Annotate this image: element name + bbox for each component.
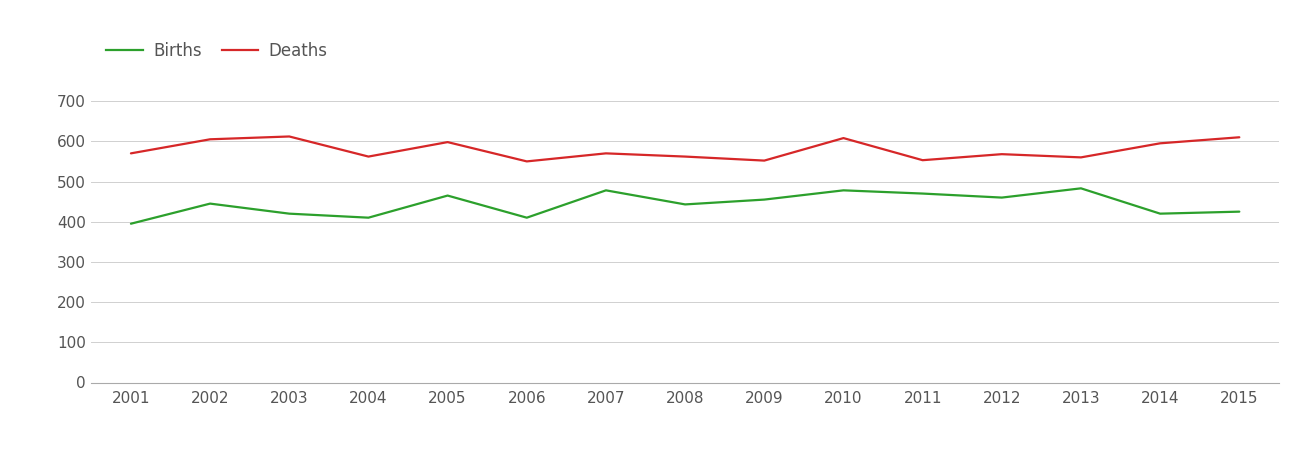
Deaths	[440, 140, 455, 145]
Births	[598, 188, 613, 193]
Births	[360, 215, 376, 220]
Births	[1152, 211, 1168, 216]
Deaths	[1073, 155, 1088, 160]
Deaths	[994, 152, 1010, 157]
Deaths	[360, 154, 376, 159]
Deaths	[123, 151, 138, 156]
Births	[677, 202, 693, 207]
Deaths	[282, 134, 298, 139]
Births	[440, 193, 455, 198]
Deaths	[1232, 135, 1248, 140]
Deaths	[677, 154, 693, 159]
Line: Deaths: Deaths	[130, 136, 1240, 162]
Births	[915, 191, 930, 196]
Deaths	[835, 135, 851, 141]
Births	[123, 221, 138, 226]
Births	[757, 197, 773, 202]
Deaths	[757, 158, 773, 163]
Legend: Births, Deaths: Births, Deaths	[99, 35, 334, 67]
Deaths	[915, 158, 930, 163]
Line: Births: Births	[130, 189, 1240, 224]
Births	[994, 195, 1010, 200]
Deaths	[519, 159, 535, 164]
Births	[519, 215, 535, 220]
Births	[835, 188, 851, 193]
Births	[282, 211, 298, 216]
Births	[1073, 186, 1088, 191]
Deaths	[202, 137, 218, 142]
Births	[202, 201, 218, 206]
Deaths	[598, 151, 613, 156]
Deaths	[1152, 140, 1168, 146]
Births	[1232, 209, 1248, 214]
